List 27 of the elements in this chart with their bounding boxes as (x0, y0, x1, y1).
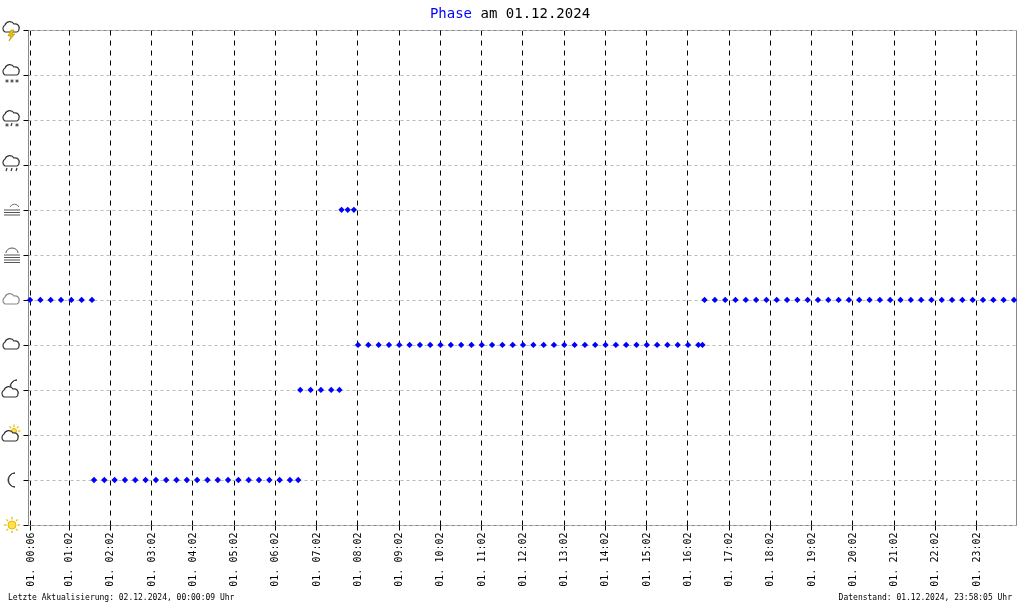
x-tick-label: 01. 18:02 (764, 532, 776, 587)
x-tick-label: 01. 17:02 (723, 532, 735, 587)
x-tick-label: 01. 11:02 (475, 532, 487, 587)
text: Letzte Aktualisierung: 02.12.2024, 00:00:09 Uhr (8, 593, 235, 602)
x-tick-label: 01. 15:02 (640, 532, 652, 587)
x-tick-label: 01. 01:02 (63, 532, 75, 587)
x-tick-label: 01. 00:06 (24, 532, 36, 587)
x-tick-label: 01. 23:02 (970, 532, 982, 587)
x-tick-label: 01. 14:02 (599, 532, 611, 587)
chart-title: Phase am 01.12.2024 (429, 5, 591, 21)
x-tick-label: 01. 19:02 (805, 532, 817, 587)
x-tick-label: 01. 10:02 (434, 532, 446, 587)
x-tick-label: 01. 09:02 (393, 532, 405, 587)
x-tick-label: 01. 16:02 (681, 532, 693, 587)
x-tick-label: 01. 06:02 (269, 532, 281, 587)
x-tick-label: 01. 22:02 (929, 532, 941, 587)
x-tick-label: 01. 13:02 (558, 532, 570, 587)
x-tick-label: 01. 20:02 (846, 532, 858, 587)
x-tick-label: 01. 02:02 (104, 532, 116, 587)
x-tick-label: 01. 08:02 (351, 532, 363, 587)
x-tick-label: 01. 03:02 (145, 532, 157, 587)
x-tick-label: 01. 05:02 (228, 532, 240, 587)
x-tick-label: 01. 21:02 (888, 532, 900, 587)
x-tick-label: 01. 12:02 (516, 532, 528, 587)
x-tick-label: 01. 04:02 (186, 532, 198, 587)
x-tick-label: 01. 07:02 (310, 532, 322, 587)
text: Datenstand: 01.12.2024, 23:58:05 Uhr (838, 593, 1012, 602)
